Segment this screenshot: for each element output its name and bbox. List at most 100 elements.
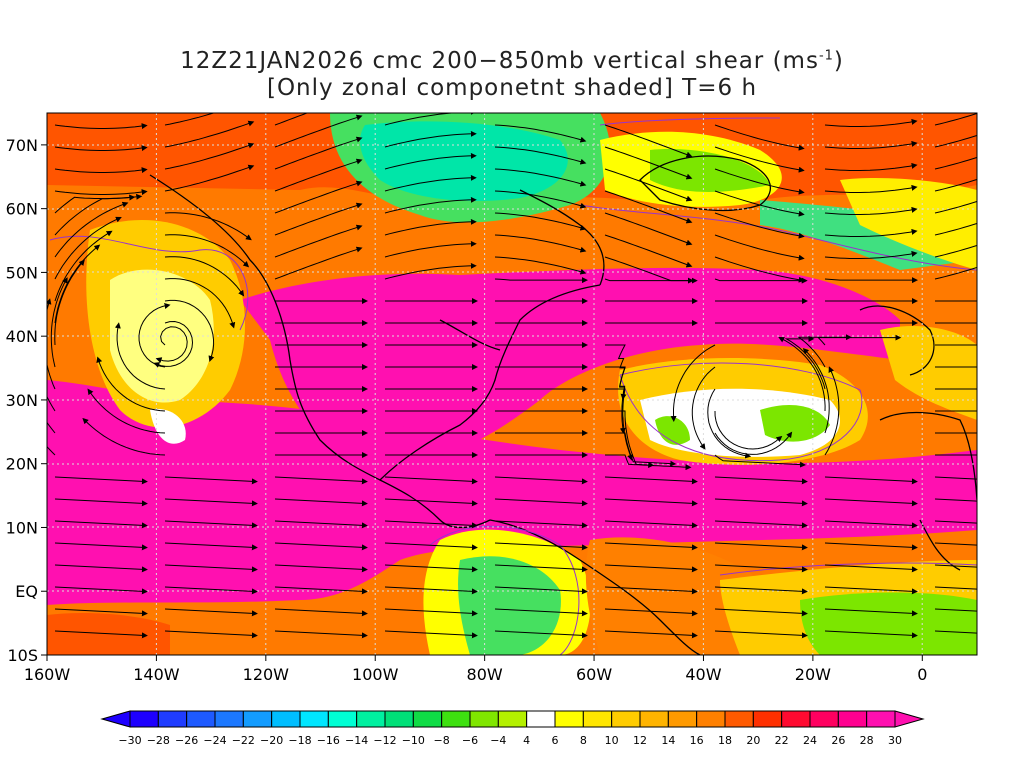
colorbar-label: 22 <box>775 734 789 747</box>
field-pacific-trough-white <box>150 409 186 444</box>
streamline <box>824 206 918 215</box>
colorbar-swatch <box>469 710 499 728</box>
streamline <box>54 564 148 573</box>
streamline <box>274 136 363 170</box>
streamline <box>494 234 587 253</box>
colorbar-label: −12 <box>373 734 396 747</box>
colorbar-label: −10 <box>402 734 425 747</box>
streamline <box>934 200 977 214</box>
streamline <box>274 630 368 639</box>
streamline <box>164 586 258 595</box>
title-unit-superscript: -1 <box>818 48 834 64</box>
streamline <box>824 498 918 507</box>
streamline <box>164 113 216 126</box>
streamline <box>164 498 258 507</box>
streamline <box>164 256 245 297</box>
streamline <box>384 542 478 551</box>
streamline <box>494 608 588 617</box>
colorbar-swatch <box>582 710 613 728</box>
x-tick-label: 0 <box>917 665 927 684</box>
streamline <box>54 259 85 346</box>
streamline <box>54 630 148 639</box>
colorbar-label: −14 <box>345 734 368 747</box>
title-suffix: ) <box>833 48 844 74</box>
colorbar-label: −28 <box>147 734 170 747</box>
streamline <box>114 322 166 390</box>
streamline <box>164 212 252 241</box>
colorbar-swatch <box>781 710 811 728</box>
y-tick-label: 40N <box>6 327 38 346</box>
streamline <box>824 228 918 237</box>
streamline <box>714 234 805 261</box>
streamline <box>604 630 698 639</box>
streamline <box>54 608 148 617</box>
streamline <box>384 113 477 126</box>
streamline <box>384 520 478 529</box>
streamline <box>824 184 918 193</box>
streamline <box>164 520 258 529</box>
streamline <box>384 564 478 573</box>
streamline <box>384 262 477 280</box>
colorbar-swatch <box>129 710 159 728</box>
streamline <box>87 388 166 434</box>
colorbar-min-arrow <box>100 710 131 728</box>
streamline <box>824 586 918 595</box>
streamline <box>714 256 805 283</box>
colorbar-label: 4 <box>523 734 530 747</box>
streamline <box>824 630 918 639</box>
x-tick-label: 140W <box>133 665 180 684</box>
streamline <box>824 366 840 456</box>
colorbar-swatch <box>696 710 726 728</box>
streamline <box>274 246 363 280</box>
streamline <box>384 498 478 507</box>
x-tick-label: 60W <box>576 665 612 684</box>
field-atlantic-north-green <box>760 200 977 270</box>
streamline <box>691 366 716 450</box>
streamline <box>54 244 101 324</box>
streamline <box>54 542 148 551</box>
streamline <box>274 202 363 236</box>
streamline <box>384 630 478 639</box>
streamline <box>164 278 236 329</box>
x-axis: 160W 140W 120W 100W 80W 60W 40W 20W 0 <box>24 655 927 684</box>
streamline <box>824 520 918 529</box>
streamline <box>604 146 693 180</box>
streamline <box>494 212 587 231</box>
streamline <box>934 476 977 480</box>
streamline <box>824 542 918 551</box>
streamline <box>274 520 368 529</box>
y-tick-label: 30N <box>6 391 38 410</box>
colorbar-label: 30 <box>888 734 902 747</box>
y-tick-label: 20N <box>6 455 38 474</box>
streamline <box>164 142 255 170</box>
y-tick-label: 60N <box>6 200 38 219</box>
streamline <box>54 123 148 130</box>
streamline <box>604 608 698 617</box>
chart-title-line-1: 12Z21JAN2026 cmc 200−850mb vertical shea… <box>0 48 1024 74</box>
streamline <box>714 542 808 551</box>
streamline <box>934 564 977 568</box>
colorbar-swatch <box>639 710 669 728</box>
colorbar-swatch <box>752 710 783 728</box>
field-south-america-green <box>458 556 561 655</box>
streamline <box>605 454 692 471</box>
streamline <box>824 564 918 573</box>
streamline <box>384 130 477 148</box>
streamline <box>384 174 477 192</box>
streamline <box>138 303 171 368</box>
colorbar-label: −24 <box>203 734 226 747</box>
streamline <box>934 113 977 126</box>
streamline <box>50 277 68 368</box>
streamline <box>934 608 977 612</box>
streamline <box>155 326 188 363</box>
chart-title-line-2: [Only zonal componetnt shaded] T=6 h <box>266 75 758 101</box>
streamline <box>47 395 56 412</box>
streamline <box>82 417 166 456</box>
streamline <box>824 140 918 149</box>
field-eq-atlantic-green <box>800 592 977 655</box>
y-tick-label: 10S <box>7 646 38 665</box>
colorbar-label: −22 <box>232 734 255 747</box>
streamline <box>494 542 588 551</box>
streamline <box>784 335 826 390</box>
streamline <box>824 476 918 485</box>
